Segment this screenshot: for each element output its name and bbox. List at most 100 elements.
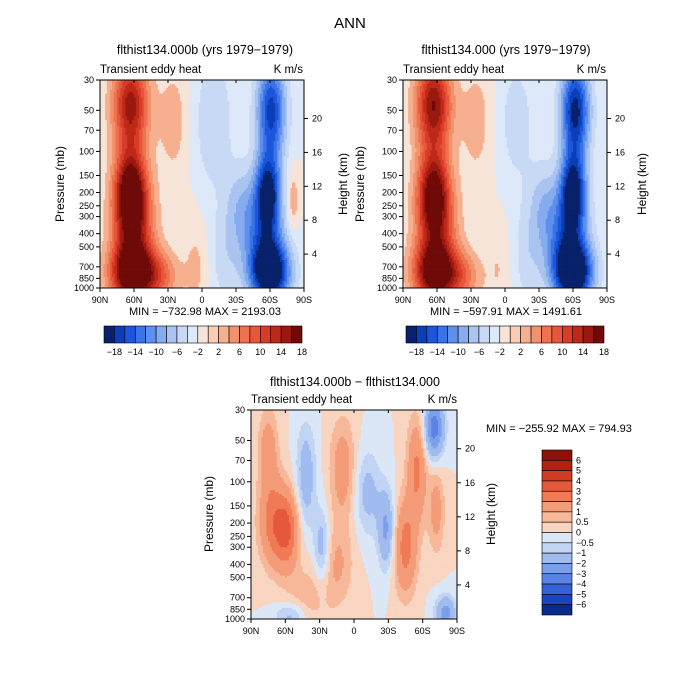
panel-left-cell: [258, 259, 261, 262]
panel-left-cell: [200, 255, 203, 259]
panel-left-cell: [242, 255, 245, 259]
panel-left-cell: [292, 265, 295, 268]
panel-left-cell: [161, 263, 164, 266]
panel-left-cell: [302, 276, 304, 279]
panel-left-cell: [122, 255, 125, 259]
panel-left-cell: [212, 250, 215, 253]
panel-left-cell: [210, 252, 213, 255]
panel-left-cell: [191, 255, 194, 259]
panel-left-cell: [298, 274, 301, 277]
panel-left-cell: [239, 257, 242, 260]
panel-left-cell: [232, 261, 235, 264]
panel-left-cell: [249, 282, 252, 285]
panel-left-cell: [302, 284, 304, 287]
panel-left-cell: [166, 274, 169, 277]
panel-left-cell: [123, 267, 126, 270]
panel-left-cell: [244, 284, 247, 287]
panel-left-cell: [117, 257, 120, 260]
panel-left-cell: [298, 261, 301, 264]
panel-left-cell: [283, 255, 286, 259]
panel-left-cell: [281, 252, 284, 255]
panel-left-cell: [283, 250, 286, 253]
panel-left-cell: [264, 280, 267, 283]
panel-left-cell: [283, 272, 286, 276]
panel-left-cell: [210, 267, 213, 270]
panel-left-cell: [174, 252, 177, 255]
panel-left-cell: [268, 272, 271, 276]
panel-left-cell: [302, 263, 304, 266]
panel-left-cell: [156, 280, 159, 283]
panel-left-cell: [176, 257, 179, 260]
panel-left-cell: [164, 274, 167, 277]
panel-left-cell: [225, 282, 228, 285]
panel-left-cell: [212, 263, 215, 266]
panel-left-cell: [106, 253, 109, 257]
panel-left-cell: [271, 263, 274, 266]
panel-left-cell: [203, 286, 206, 288]
panel-left-cell: [147, 250, 150, 253]
panel-left-cell: [264, 269, 267, 272]
panel-left-cell: [186, 261, 189, 264]
panel-left-cell: [149, 270, 152, 274]
panel-left-cell: [105, 252, 108, 255]
panel-left-cell: [137, 250, 140, 253]
panel-left-cell: [264, 267, 267, 270]
panel-left-cell: [273, 272, 276, 276]
panel-left-cell: [101, 265, 104, 268]
panel-left-cell: [234, 282, 237, 285]
panel-left-cell: [103, 257, 106, 260]
panel-left-cell: [108, 282, 111, 285]
panel-left-cell: [137, 267, 140, 270]
panel-left-cell: [162, 263, 165, 266]
panel-left-cell: [171, 267, 174, 270]
panel-left-cell: [220, 252, 223, 255]
panel-left-cell: [186, 282, 189, 285]
panel-left-cell: [168, 261, 171, 264]
panel-left-cell: [120, 246, 123, 249]
panel-left-cell: [151, 280, 154, 283]
panel-left-cell: [263, 284, 266, 287]
panel-left-cell: [288, 280, 291, 283]
panel-left-cell: [145, 265, 148, 268]
panel-left-cell: [207, 267, 210, 270]
panel-left-cell: [142, 265, 145, 268]
panel-left-cell: [152, 265, 155, 268]
panel-left-cell: [239, 267, 242, 270]
panel-left-cell: [164, 272, 167, 276]
panel-left-cell: [249, 265, 252, 268]
panel-left-cell: [171, 286, 174, 288]
panel-left-cell: [278, 278, 281, 281]
panel-left-cell: [295, 265, 298, 268]
panel-left-cell: [105, 278, 108, 281]
panel-left-cell: [185, 267, 188, 270]
panel-left-cell: [139, 255, 142, 259]
panel-left-cell: [202, 286, 205, 288]
panel-left-cell: [302, 253, 304, 257]
panel-left-cell: [298, 253, 301, 257]
panel-left-cell: [213, 261, 216, 264]
panel-left-cell: [186, 286, 189, 288]
panel-left-cell: [290, 248, 293, 251]
panel-left-cell: [117, 282, 120, 285]
panel-left-cell: [139, 274, 142, 277]
panel-left-cell: [302, 282, 304, 285]
panel-left-cell: [100, 284, 103, 287]
panel-left-cell: [111, 267, 114, 270]
panel-left-cell: [132, 257, 135, 260]
panel-left-cell: [183, 253, 186, 257]
panel-left-cell: [203, 274, 206, 277]
panel-left-cell: [259, 248, 262, 251]
panel-left-cell: [117, 276, 120, 279]
panel-left-cell: [254, 263, 257, 266]
panel-left-cell: [101, 248, 104, 251]
panel-left-cell: [207, 286, 210, 288]
panel-left-cell: [288, 259, 291, 262]
panel-left-cell: [295, 278, 298, 281]
panel-left-cell: [191, 261, 194, 264]
panel-left-cell: [302, 270, 304, 274]
panel-left-cell: [236, 267, 239, 270]
panel-left-cell: [261, 252, 264, 255]
panel-left-cell: [254, 267, 257, 270]
panel-left-cell: [137, 246, 140, 249]
panel-left-cell: [166, 261, 169, 264]
